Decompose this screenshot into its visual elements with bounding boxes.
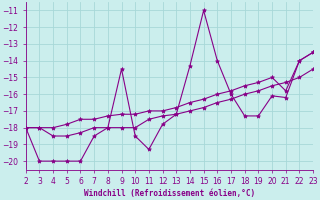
X-axis label: Windchill (Refroidissement éolien,°C): Windchill (Refroidissement éolien,°C) [84,189,255,198]
